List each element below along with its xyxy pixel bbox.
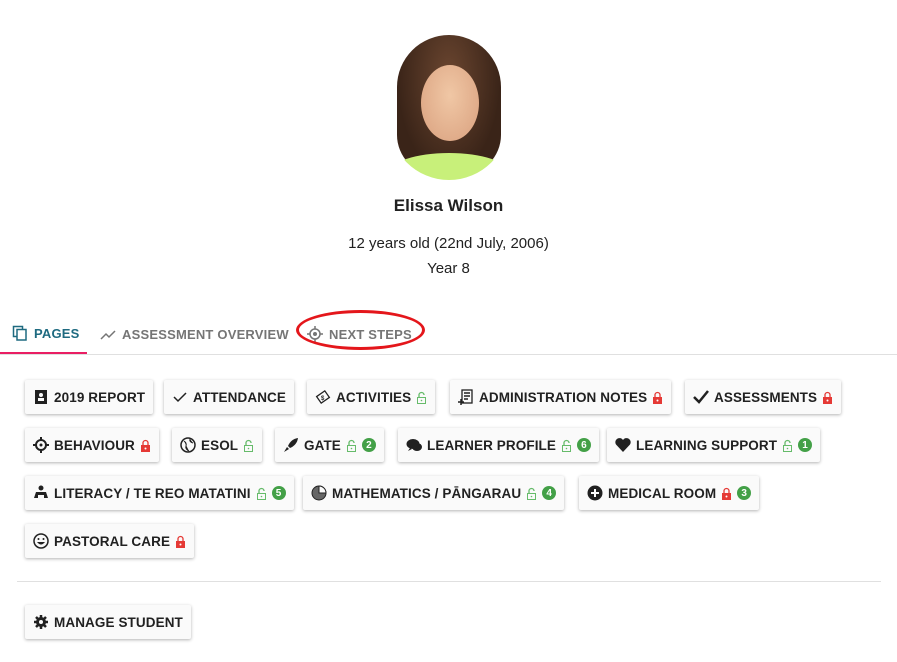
unlock-icon [256, 487, 266, 500]
unlock-icon [417, 391, 427, 404]
student-name: Elissa Wilson [393, 196, 504, 215]
page-label: BEHAVIOUR [54, 437, 135, 453]
unlock-icon [527, 487, 537, 500]
page-label: LITERACY / TE REO MATATINI [54, 485, 251, 501]
page-button-medical-room[interactable]: MEDICAL ROOM 3 [579, 476, 760, 510]
note-add-icon [458, 389, 473, 405]
heart-icon [615, 438, 631, 452]
page-label: MEDICAL ROOM [608, 485, 717, 501]
crosshair-icon [33, 437, 49, 453]
unlock-icon [244, 439, 254, 452]
page-label: ADMINISTRATION NOTES [479, 389, 648, 405]
plus-circle-icon [587, 485, 603, 501]
svg-text:$: $ [321, 396, 325, 402]
page-label: ATTENDANCE [193, 389, 286, 405]
comments-icon [406, 439, 422, 451]
page-label: ASSESSMENTS [714, 389, 818, 405]
student-year: Year 8 [427, 260, 470, 277]
lock-icon [176, 535, 186, 548]
smile-icon [33, 533, 49, 549]
page-button-administration-notes[interactable]: ADMINISTRATION NOTES [450, 380, 672, 414]
unlock-icon [346, 439, 356, 452]
pie-chart-icon [311, 485, 327, 501]
contact-book-icon [35, 390, 47, 404]
unlock-icon [562, 439, 572, 452]
unlock-icon [783, 439, 793, 452]
page-label: LEARNING SUPPORT [636, 437, 778, 453]
page-button-literacy-te-reo-matatini[interactable]: LITERACY / TE REO MATATINI 5 [25, 476, 294, 510]
page-button-gate[interactable]: GATE 2 [275, 428, 384, 462]
globe-icon [180, 437, 196, 453]
page-button-activities[interactable]: $ ACTIVITIES [307, 380, 436, 414]
trending-icon [100, 330, 116, 340]
tab-assessment-overview[interactable]: ASSESSMENT OVERVIEW [100, 314, 289, 354]
page-label: ACTIVITIES [336, 389, 412, 405]
page-button-learner-profile[interactable]: LEARNER PROFILE 6 [398, 428, 600, 462]
page-label: LEARNER PROFILE [427, 437, 557, 453]
reader-icon [34, 485, 48, 498]
count-badge: 6 [577, 438, 592, 452]
count-badge: 5 [271, 486, 286, 500]
check-bold-icon [693, 390, 709, 404]
student-age: 12 years old (22nd July, 2006) [348, 235, 549, 252]
count-badge: 3 [737, 486, 752, 500]
ticket-icon: $ [315, 389, 331, 405]
page-button-learning-support[interactable]: LEARNING SUPPORT 1 [607, 428, 821, 462]
lock-icon [722, 487, 732, 500]
page-label: MATHEMATICS / PĀNGARAU [332, 485, 522, 501]
divider [17, 581, 881, 582]
tab-pages[interactable]: PAGES [0, 314, 87, 354]
page-button-mathematics-p-ngarau[interactable]: MATHEMATICS / PĀNGARAU 4 [303, 476, 565, 510]
page-button-attendance[interactable]: ATTENDANCE [164, 380, 294, 414]
copy-icon [12, 325, 27, 341]
lock-icon [140, 439, 150, 452]
page-button-pastoral-care[interactable]: PASTORAL CARE [25, 524, 195, 558]
check-icon [173, 392, 187, 403]
page-button-assessments[interactable]: ASSESSMENTS [685, 380, 842, 414]
lock-icon [653, 391, 663, 404]
student-photo [389, 35, 509, 180]
page-label: GATE [304, 437, 341, 453]
highlight-annotation [296, 310, 425, 350]
page-label: PASTORAL CARE [54, 533, 171, 549]
count-badge: 2 [361, 438, 376, 452]
count-badge: 1 [798, 438, 813, 452]
page-button-esol[interactable]: ESOL [172, 428, 263, 462]
gear-icon [34, 615, 48, 629]
rocket-icon [284, 438, 298, 452]
manage-student-button[interactable]: MANAGE STUDENT [25, 605, 191, 639]
lock-icon [823, 391, 833, 404]
tab-bar: PAGES ASSESSMENT OVERVIEW NEXT STEPS [0, 314, 897, 355]
page-label: 2019 REPORT [54, 389, 146, 405]
page-button-behaviour[interactable]: BEHAVIOUR [25, 428, 159, 462]
page-label: ESOL [201, 437, 239, 453]
page-button-2019-report[interactable]: 2019 REPORT [25, 380, 154, 414]
count-badge: 4 [542, 486, 557, 500]
